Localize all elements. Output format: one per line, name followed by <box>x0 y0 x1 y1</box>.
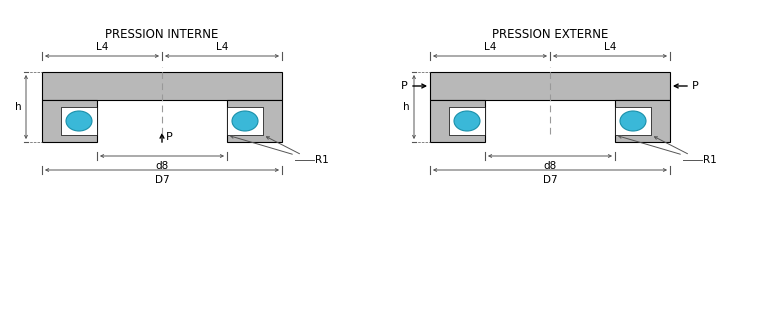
Bar <box>61 107 97 135</box>
Bar <box>430 100 485 142</box>
Text: P: P <box>401 81 408 91</box>
Bar <box>42 100 97 142</box>
Ellipse shape <box>620 111 646 131</box>
Text: L4: L4 <box>604 42 616 52</box>
Bar <box>615 100 670 142</box>
Text: L4: L4 <box>215 42 228 52</box>
Text: PRESSION EXTERNE: PRESSION EXTERNE <box>492 28 608 41</box>
Ellipse shape <box>66 111 92 131</box>
Bar <box>449 107 485 135</box>
Text: L4: L4 <box>96 42 108 52</box>
Text: d8: d8 <box>155 161 169 171</box>
Text: P: P <box>692 81 699 91</box>
Text: h: h <box>403 102 410 112</box>
Bar <box>430 72 670 100</box>
Bar <box>227 107 263 135</box>
Text: d8: d8 <box>543 161 556 171</box>
Ellipse shape <box>454 111 480 131</box>
Bar <box>227 100 282 142</box>
Text: P: P <box>166 132 173 142</box>
Bar <box>42 72 282 100</box>
Text: L4: L4 <box>484 42 496 52</box>
Text: D7: D7 <box>542 175 557 185</box>
Text: R1: R1 <box>315 155 329 165</box>
Text: R1: R1 <box>703 155 717 165</box>
Ellipse shape <box>232 111 258 131</box>
Bar <box>615 107 651 135</box>
Text: D7: D7 <box>155 175 169 185</box>
Text: h: h <box>16 102 22 112</box>
Text: PRESSION INTERNE: PRESSION INTERNE <box>105 28 219 41</box>
